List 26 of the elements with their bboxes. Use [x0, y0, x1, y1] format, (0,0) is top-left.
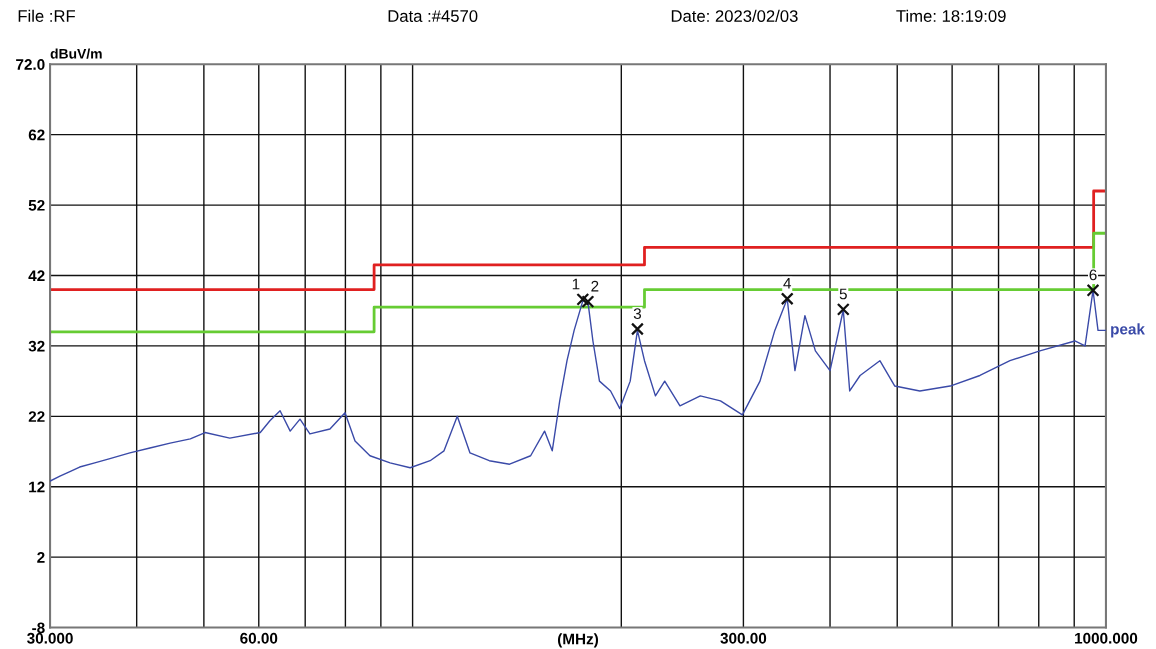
x-tick-label: 300.00	[720, 632, 767, 644]
annotation: 4	[783, 278, 792, 289]
y-tick-label: 32	[28, 340, 45, 352]
text: Date: 2023/02/03	[671, 9, 798, 22]
y-tick-label: 22	[28, 411, 45, 422]
text: File :RF	[18, 9, 76, 22]
y-axis-title: dBuV/m	[50, 48, 102, 59]
x-tick-label: 60.00	[240, 632, 278, 644]
y-tick-label: 42	[28, 270, 45, 282]
annotation: 5	[839, 288, 847, 300]
x-tick-label: 30.000	[27, 632, 73, 644]
text: Time: 18:19:09	[896, 9, 1006, 22]
annotation: 3	[633, 308, 642, 320]
annotation: 1	[572, 278, 580, 290]
y-tick-label: 72.0	[16, 59, 45, 70]
y-tick-label: 52	[28, 199, 45, 211]
series-label: peak	[1111, 323, 1145, 338]
y-tick-label: 2	[37, 552, 45, 563]
x-tick-label: 1000.000	[1075, 632, 1138, 644]
y-tick-label: 12	[29, 481, 45, 493]
y-tick-label: -8	[32, 622, 45, 634]
x-axis-title: (MHz)	[557, 633, 599, 648]
y-tick-label: 62	[28, 129, 45, 141]
text: Data :#4570	[388, 10, 478, 22]
annotation: 6	[1089, 269, 1097, 281]
annotation: 2	[591, 280, 599, 292]
